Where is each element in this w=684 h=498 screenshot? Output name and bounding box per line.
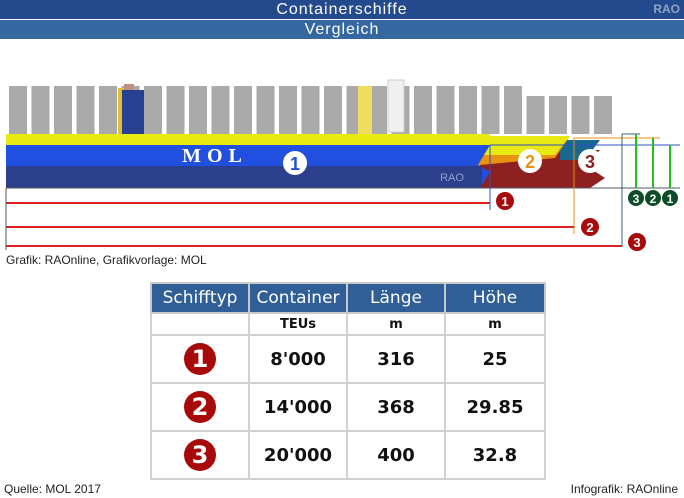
ship-label-3-bg (578, 149, 602, 173)
length-label-3: 3 (633, 235, 640, 250)
rao-logo: RAO (653, 2, 680, 16)
height-cell: 32.8 (444, 430, 546, 480)
length-cell: 400 (346, 430, 446, 480)
container-stack (234, 86, 252, 134)
container-stack (459, 86, 477, 134)
hull-logo: RAO (440, 172, 464, 184)
ship-label-3: 3 (585, 152, 595, 172)
length-cell: 368 (346, 382, 446, 432)
bridge (122, 90, 144, 146)
container-stack (549, 96, 567, 134)
container-stack (54, 86, 72, 134)
height-label-1: 1 (667, 192, 674, 206)
container-stack (301, 86, 320, 134)
length-markers: 1 2 3 (496, 192, 646, 251)
height-label-2: 2 (650, 192, 657, 206)
container-cell: 8'000 (248, 334, 348, 384)
unit-cell: m (346, 312, 446, 336)
subtitle-bar: Vergleich (0, 20, 684, 39)
unit-cell (150, 312, 250, 336)
crane (387, 79, 405, 133)
length-cell: 316 (346, 334, 446, 384)
container-cell: 20'000 (248, 430, 348, 480)
source-credit: Quelle: MOL 2017 (4, 482, 101, 496)
length-label-1: 1 (501, 194, 508, 209)
container-cell: 14'000 (248, 382, 348, 432)
container-stack (414, 86, 432, 134)
container-stack (279, 86, 297, 134)
container-stack (99, 86, 117, 134)
table-row: 1 8'000 316 25 (150, 334, 546, 384)
unit-cell: m (444, 312, 546, 336)
infographic-credit: Infografik: RAOnline (570, 482, 678, 496)
ship-label-2: 2 (525, 152, 535, 172)
height-markers: 3 2 1 (628, 190, 678, 206)
container-stack (436, 86, 455, 134)
height-cell: 25 (444, 334, 546, 384)
unit-row: TEUs m m (150, 312, 546, 336)
container-stack (256, 86, 275, 134)
title-bar: Containerschiffe RAO (0, 0, 684, 19)
container-stack (76, 86, 95, 134)
ship-1-deck (6, 134, 490, 146)
container-stack (211, 86, 230, 134)
container-stack (144, 86, 162, 134)
table-row: 2 14'000 368 29.85 (150, 382, 546, 432)
container-stacks (9, 86, 612, 134)
ship-type-badge: 2 (184, 391, 216, 423)
page-title: Containerschiffe (276, 1, 408, 18)
container-stack (166, 86, 185, 134)
ship-comparison-graphic: MOL RAO 1 2 3 3 2 1 1 2 3 (5, 79, 680, 251)
container-stack (189, 86, 207, 134)
ship-type-badge: 3 (184, 439, 216, 471)
container-stack (9, 86, 27, 134)
hull-text: MOL (182, 145, 248, 167)
graphic-credit: Grafik: RAOnline, Grafikvorlage: MOL (6, 253, 207, 267)
header-container: Container (248, 282, 348, 314)
ship-type-badge: 1 (184, 343, 216, 375)
container-stack (504, 86, 522, 134)
length-label-2: 2 (586, 220, 593, 235)
ship-label-2-bg (518, 149, 542, 173)
ship-1-lower-hull (6, 166, 482, 188)
ship-label-1-bg (283, 151, 307, 175)
container-stack (324, 86, 342, 134)
comparison-table: Schifftyp Container Länge Höhe TEUs m m … (150, 282, 546, 480)
container-stack (571, 96, 590, 134)
header-schifftyp: Schifftyp (150, 282, 250, 314)
table-header-row: Schifftyp Container Länge Höhe (150, 282, 546, 314)
page-subtitle: Vergleich (304, 21, 380, 38)
container-stack (481, 86, 500, 134)
ship-label-1: 1 (290, 154, 300, 174)
height-label-3: 3 (633, 192, 640, 206)
table-row: 3 20'000 400 32.8 (150, 430, 546, 480)
height-cell: 29.85 (444, 382, 546, 432)
container-stack (526, 96, 545, 134)
header-hoehe: Höhe (444, 282, 546, 314)
header-laenge: Länge (346, 282, 446, 314)
container-stack (594, 96, 612, 134)
crane (358, 86, 372, 136)
container-stack (369, 86, 387, 134)
unit-cell: TEUs (248, 312, 348, 336)
container-stack (31, 86, 50, 134)
